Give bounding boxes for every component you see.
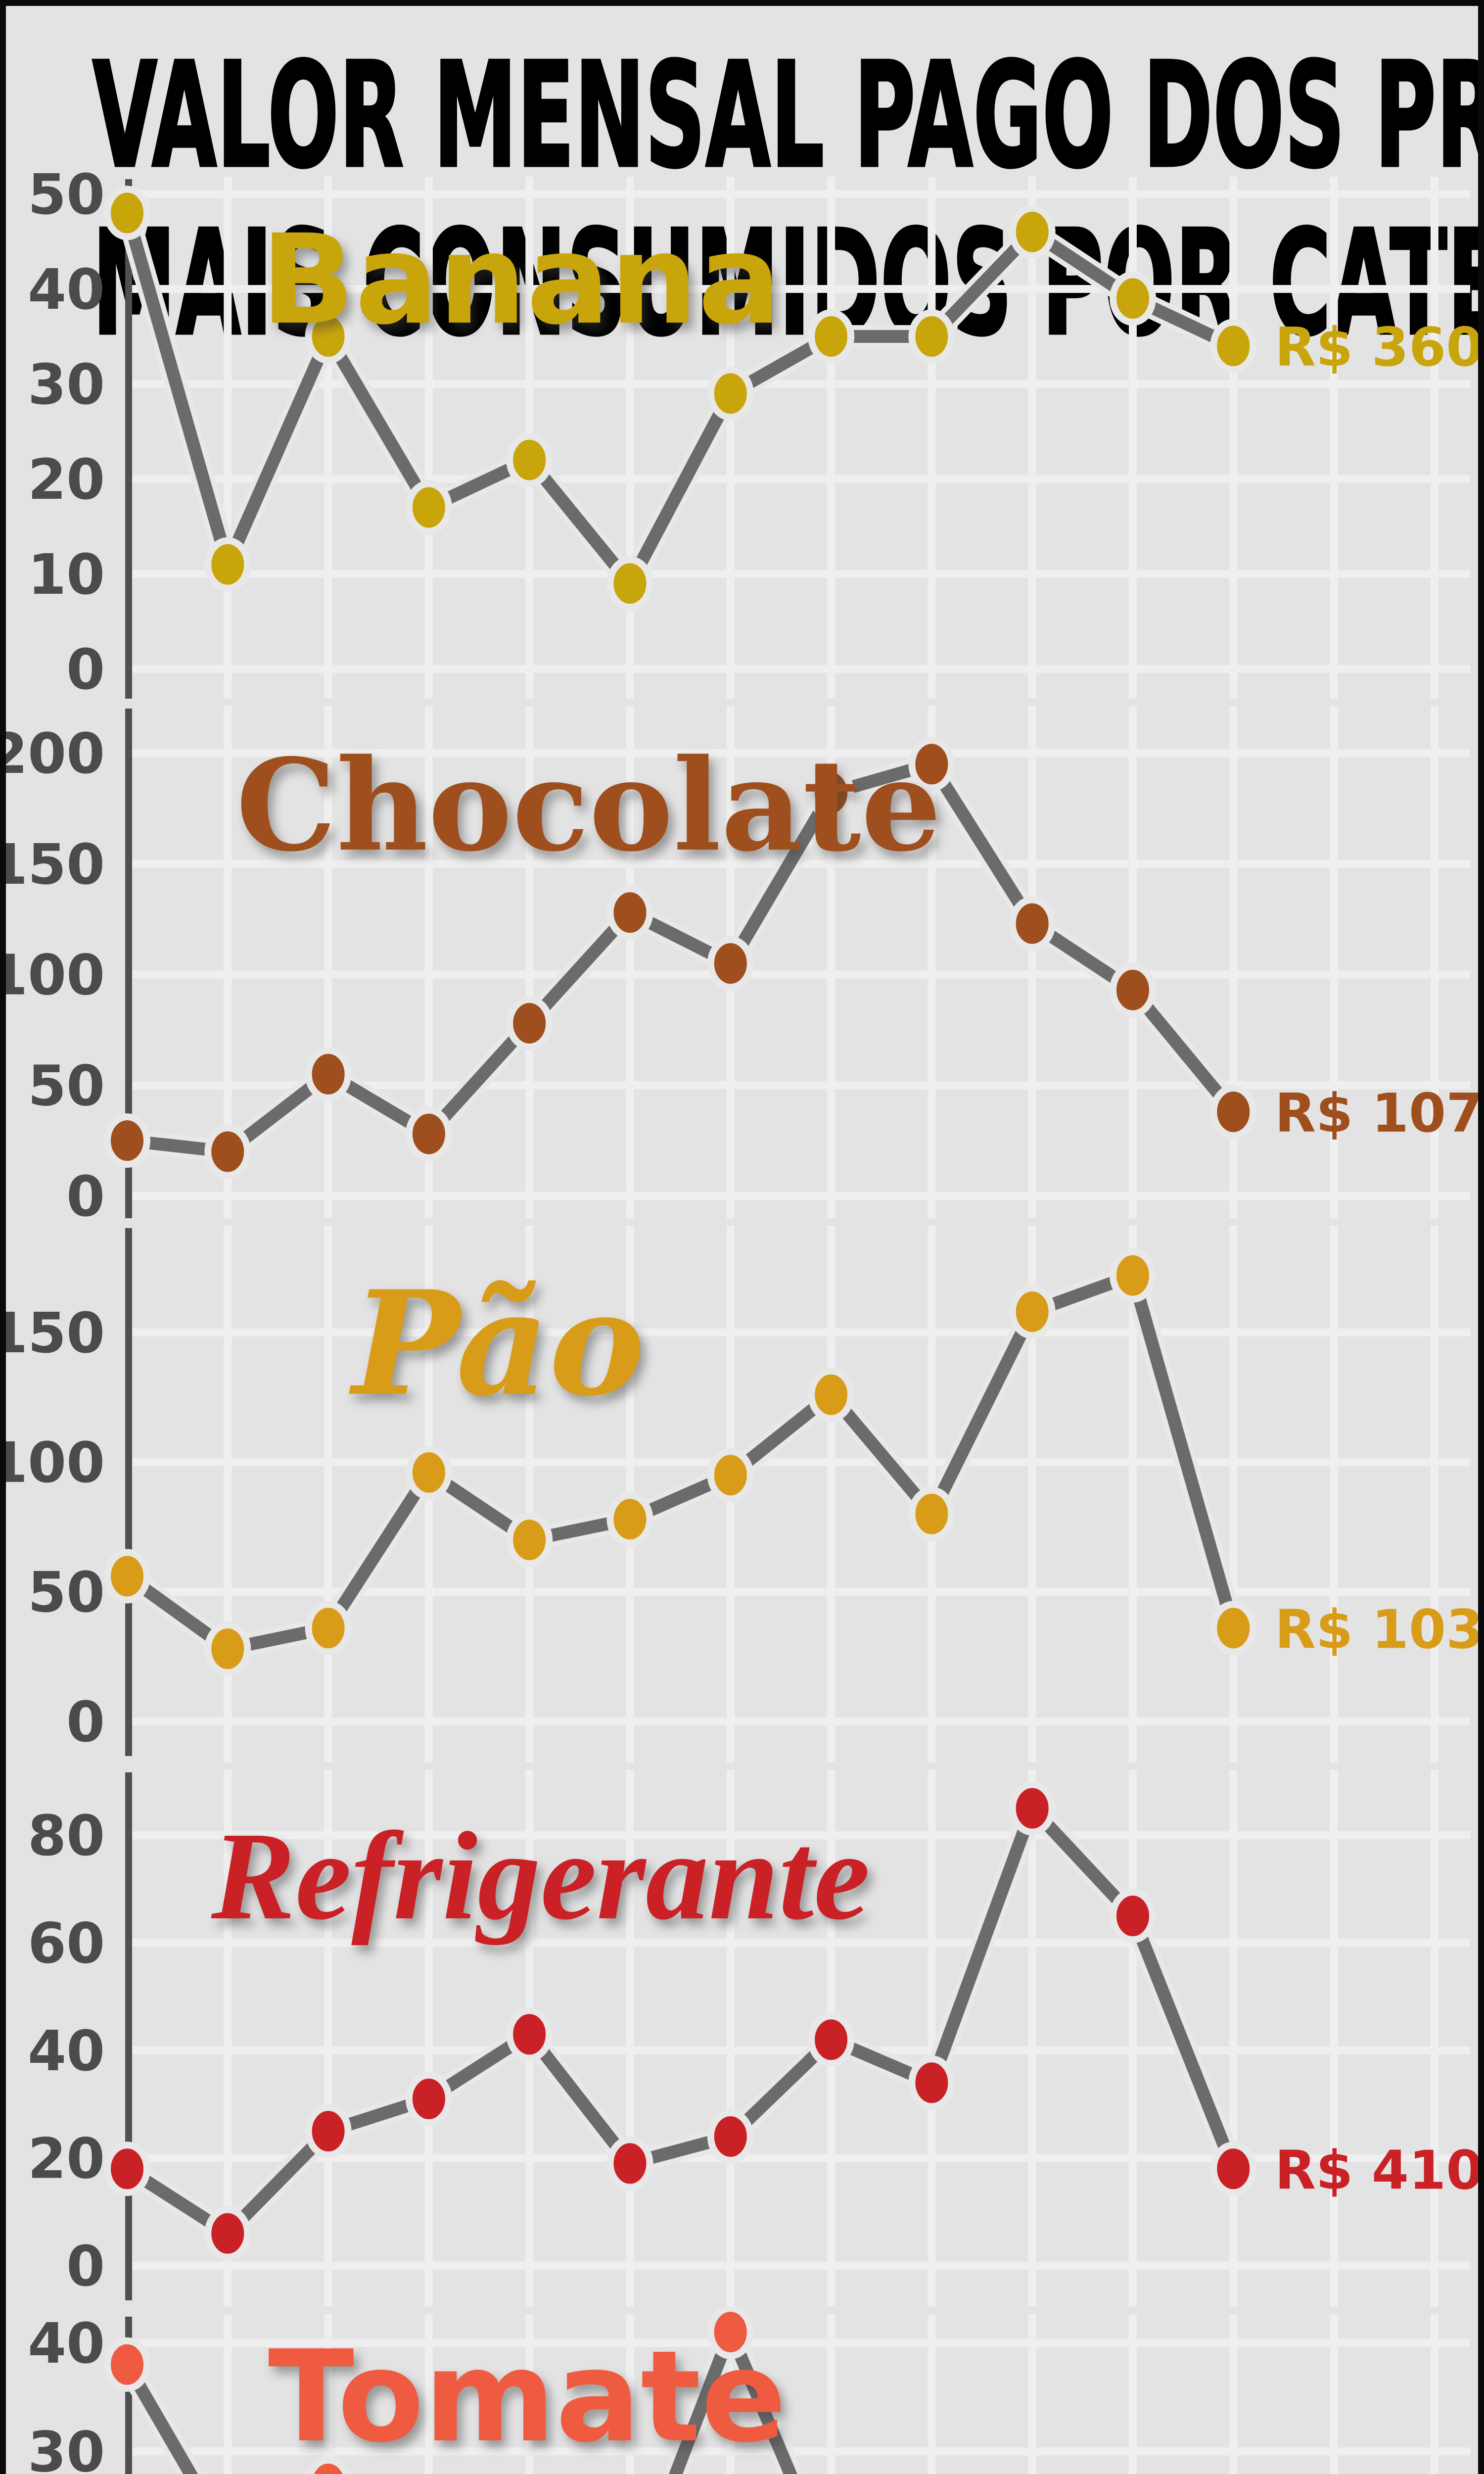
y-tick-label: 60 [28,1912,105,1976]
data-point-out [1009,1285,1056,1339]
y-tick-label: 100 [6,944,105,1008]
chart-title-tomate: Tomate [268,2324,787,2471]
y-tick-label: 30 [28,2420,105,2474]
data-point-mai [506,1513,553,1568]
data-point-jul [707,2307,754,2360]
data-point-jun [606,2136,653,2191]
data-point-jul [707,936,754,991]
data-point-mar [306,2457,350,2474]
data-point-jul [707,1448,754,1503]
data-point-out [1009,1781,1056,1836]
y-tick-label: 200 [6,722,105,786]
data-point-out [1009,896,1056,951]
y-tick-label: 30 [28,353,105,417]
total-annotation: R$ 410 [1275,2140,1483,2201]
total-annotation: R$ 1031 [1275,1599,1484,1661]
y-tick-label: 40 [28,2312,105,2376]
series-line [121,2326,797,2474]
y-tick-label: 20 [28,2127,105,2191]
data-point-out [1009,204,1056,259]
data-point-ago [808,1367,855,1422]
y-tick-label: 80 [28,1804,105,1868]
chart-refrigerante: 0 20 40 60 80 Refrigerante R$ 410 [28,1770,1483,2307]
y-tick-label: 150 [6,833,105,897]
data-point-abr [405,1445,452,1500]
data-point-jan [104,186,150,240]
y-tick-label: 50 [28,1054,105,1118]
chart-banana: 0 10 20 30 40 50 Banana R$ 360 [28,169,1483,699]
data-point-jun [606,1492,653,1547]
data-point-fev [204,2206,251,2261]
data-point-dez [1210,1084,1257,1139]
data-point-fev [204,1621,251,1676]
data-point-jul [707,2109,754,2164]
data-point-mar [305,309,352,364]
y-tick-label: 40 [28,258,105,322]
data-point-fev [204,1124,251,1179]
chart-pão: 0 50 100 150 Pão R$ 1031 [6,1226,1484,1762]
data-point-jan [104,1113,150,1168]
data-point-set [908,1486,955,1541]
y-tick-label: 0 [66,1690,105,1755]
y-tick-label: 50 [28,1561,105,1625]
data-point-abr [405,1106,452,1161]
data-point-dez [1210,319,1257,374]
chart-tomate: 010203040TomateR$ 266 [28,2307,1470,2474]
data-point-abr [405,480,452,535]
data-point-mai [506,996,553,1050]
data-point-dez [1210,2141,1257,2196]
total-annotation: R$ 360 [1275,317,1483,379]
chart-title-chocolate: Chocolate [236,732,941,880]
data-point-ago [808,765,855,820]
data-point-mai [506,2007,553,2062]
y-tick-label: 0 [66,2235,105,2299]
data-point-nov [1110,1889,1156,1944]
data-point-nov [1110,1248,1156,1303]
data-point-set [908,309,955,364]
page-title: VALOR MENSAL PAGO DOS PRODUTOS MAIS CONS… [92,31,1478,369]
y-tick-label: 0 [66,638,105,699]
data-point-dez [1210,1601,1257,1656]
data-point-mar [305,2104,352,2159]
data-point-ago [808,2012,855,2067]
y-tick-label: 20 [28,448,105,512]
y-tick-label: 150 [6,1301,105,1366]
data-point-jan [104,1549,150,1604]
data-point-jan [104,2337,150,2392]
y-tick-label: 50 [28,169,105,227]
y-tick-label: 40 [28,2019,105,2084]
data-point-jul [707,366,754,421]
data-point-mai [506,432,553,487]
data-point-fev [204,537,251,592]
data-point-jan [104,2141,150,2196]
data-point-nov [1110,271,1156,326]
y-tick-label: 100 [6,1431,105,1495]
data-point-jun [606,556,653,611]
data-point-nov [1110,962,1156,1017]
chart-title-refrigerante: Refrigerante [211,1807,870,1946]
data-point-set [908,2055,955,2110]
page-title-line-1: VALOR MENSAL PAGO DOS PRODUTOS [92,31,1478,201]
data-point-ago [808,309,855,364]
y-tick-label: 10 [28,543,105,607]
data-point-set [908,737,955,792]
data-point-mar [305,1047,352,1101]
data-point-abr [405,2071,452,2126]
y-tick-label: 0 [66,1165,105,1218]
data-point-jun [606,885,653,940]
chart-title-banana: Banana [261,208,782,352]
data-point-mar [305,1601,352,1656]
chart-title-pão: Pão [348,1260,645,1428]
